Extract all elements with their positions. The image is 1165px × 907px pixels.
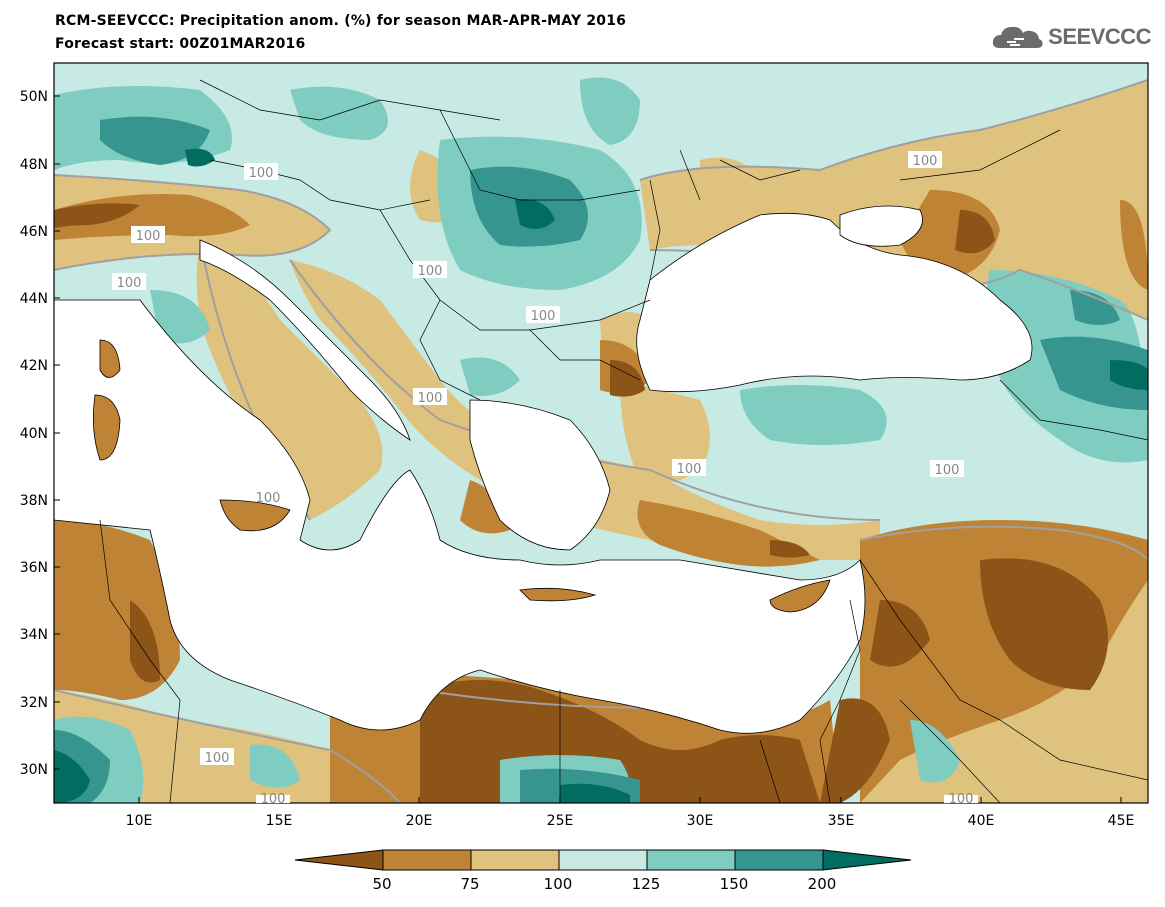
colorbar-tick-labels: 50 75 100 125 150 200 [372, 875, 836, 893]
contour-label: 100 [136, 229, 161, 244]
lat-label: 34N [20, 627, 48, 643]
colorbar-tick: 100 [544, 875, 573, 893]
contour-label: 100 [949, 792, 974, 807]
colorbar-segment [470, 849, 560, 871]
colorbar-tick: 125 [632, 875, 661, 893]
contour-label: 100 [205, 751, 230, 766]
lat-label: 40N [20, 426, 48, 442]
contour-label-box: 100 [944, 792, 978, 807]
lat-label: 44N [20, 291, 48, 307]
crete [519, 587, 597, 602]
sardinia [92, 394, 121, 461]
black-sea [636, 212, 1033, 393]
chart-title: RCM-SEEVCCC: Precipitation anom. (%) for… [55, 13, 627, 29]
map-field [54, 63, 1148, 803]
contour-label-box: 100 [413, 261, 447, 279]
lon-label: 45E [1108, 813, 1135, 829]
contour-label-box: 100 [930, 460, 964, 478]
lat-label: 42N [20, 358, 48, 374]
cyprus [769, 579, 831, 613]
contour-label-box: 100 [200, 748, 234, 766]
contour-label: 100 [117, 276, 142, 291]
seevccc-logo: SEEVCCC [990, 22, 1151, 52]
contour-label-box: 100 [256, 792, 290, 807]
contour-label-box: 100 [672, 459, 706, 477]
contour-label-box: 100 [244, 163, 278, 181]
contour-label: 100 [677, 462, 702, 477]
sea-of-azov [839, 205, 923, 247]
colorbar-arrow-high [822, 849, 912, 871]
contour-label: 100 [249, 166, 274, 181]
corsica [99, 339, 121, 378]
forecast-start: Forecast start: 00Z01MAR2016 [55, 36, 306, 52]
contour-label: 100 [256, 491, 281, 506]
lon-label: 10E [126, 813, 153, 829]
lon-label: 20E [406, 813, 433, 829]
lat-label: 38N [20, 493, 48, 509]
colorbar-segments [294, 849, 912, 871]
contour-label-box: 100 [526, 306, 560, 324]
aegean-sea [469, 399, 611, 551]
contour-label: 100 [935, 463, 960, 478]
mediterranean-sea [54, 299, 866, 734]
field-above-200 [54, 148, 1148, 803]
lon-label: 40E [968, 813, 995, 829]
adriatic-sea [199, 239, 411, 441]
lat-label: 46N [20, 224, 48, 240]
contour-label-box: 100 [256, 491, 281, 506]
lon-label: 30E [687, 813, 714, 829]
colorbar-segment [646, 849, 736, 871]
colorbar-tick: 75 [460, 875, 479, 893]
contour-label-box: 100 [908, 151, 942, 169]
country-borders [99, 79, 1148, 803]
colorbar-segment [558, 849, 648, 871]
lon-label: 35E [828, 813, 855, 829]
lat-label: 30N [20, 762, 48, 778]
lat-label: 36N [20, 560, 48, 576]
lat-label: 32N [20, 695, 48, 711]
islands [92, 339, 831, 613]
colorbar-tick: 150 [720, 875, 749, 893]
colorbar-segment [382, 849, 472, 871]
lon-ticks [138, 797, 1122, 803]
contour-label-box: 100 [131, 226, 165, 244]
lon-label: 25E [547, 813, 574, 829]
contour-label: 100 [418, 391, 443, 406]
contour-label-box: 100 [112, 273, 146, 291]
contour-label: 100 [261, 792, 286, 807]
logo-text: SEEVCCC [1048, 24, 1151, 49]
contour-label-box: 100 [413, 388, 447, 406]
contour-label: 100 [418, 264, 443, 279]
contour-label: 100 [913, 154, 938, 169]
lat-ticks [54, 95, 60, 770]
contour-label: 100 [531, 309, 556, 324]
lat-label: 48N [20, 157, 48, 173]
contour-labels: 100 100 100 100 100 100 100 100 100 100 … [112, 151, 978, 807]
sicily [219, 499, 291, 532]
lat-labels: 50N 48N 46N 44N 42N 40N 38N 36N 34N 32N … [20, 89, 48, 778]
colorbar-segment [734, 849, 824, 871]
cloud-icon [993, 26, 1043, 48]
seas [54, 205, 1033, 734]
colorbar-tick: 50 [372, 875, 391, 893]
colorbar-arrow-low [294, 849, 384, 871]
colorbar-tick: 200 [808, 875, 837, 893]
lat-label: 50N [20, 89, 48, 105]
lon-label: 15E [266, 813, 293, 829]
lon-labels: 10E 15E 20E 25E 30E 35E 40E 45E [126, 813, 1135, 829]
